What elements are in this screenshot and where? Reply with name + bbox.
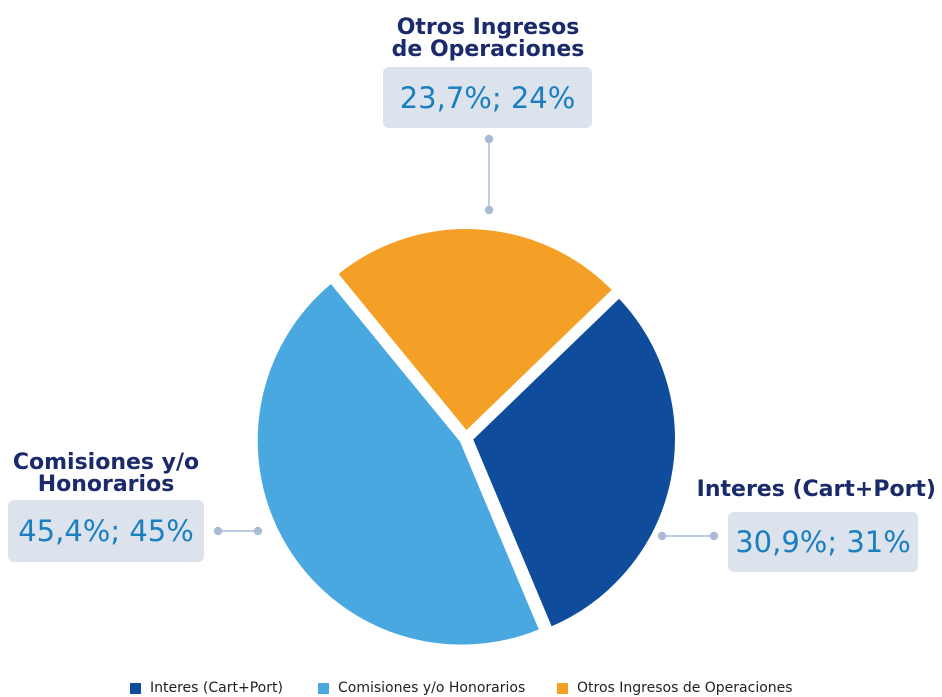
callout-title: Otros Ingresos de Operaciones (391, 15, 585, 62)
legend-label: Otros Ingresos de Operaciones (577, 680, 793, 696)
legend-label: Interes (Cart+Port) (150, 680, 283, 696)
callout-value: 30,9%; 31% (728, 512, 918, 572)
callout-value: 23,7%; 24% (383, 67, 592, 128)
legend-item: Interes (Cart+Port) (130, 680, 283, 696)
legend-label: Comisiones y/o Honorarios (338, 680, 526, 696)
callout-title: Interes (Cart+Port) (696, 477, 936, 502)
legend-swatch (130, 682, 141, 694)
connectors (213, 134, 719, 541)
legend-swatch (557, 682, 568, 694)
pie-slice (332, 225, 618, 436)
callout-value: 45,4%; 45% (8, 500, 204, 562)
legend-item: Otros Ingresos de Operaciones (557, 680, 793, 696)
pie-slice (468, 293, 679, 632)
legend-swatch (318, 682, 329, 694)
legend-item: Comisiones y/o Honorarios (318, 680, 525, 696)
callout-title: Comisiones y/o Honorarios (12, 450, 200, 497)
pie-slice (253, 278, 545, 649)
